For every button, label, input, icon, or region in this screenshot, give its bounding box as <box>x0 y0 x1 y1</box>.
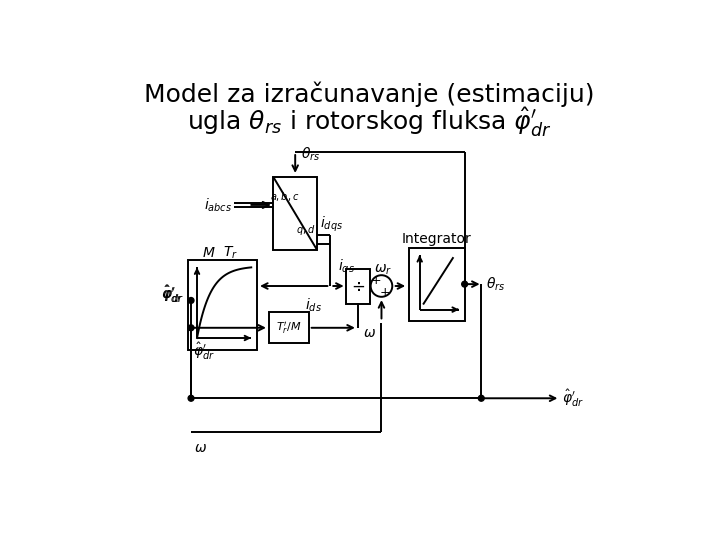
Circle shape <box>188 325 194 330</box>
Bar <box>274 177 317 250</box>
Text: $i_{qs}$: $i_{qs}$ <box>338 258 355 277</box>
Text: $\theta_{rs}$: $\theta_{rs}$ <box>301 145 320 163</box>
Circle shape <box>188 298 194 303</box>
Text: $\hat{\varphi}_{dr}^{\prime}$: $\hat{\varphi}_{dr}^{\prime}$ <box>162 284 184 305</box>
Text: $M$: $M$ <box>202 246 215 260</box>
Text: $T_r^{\prime}/M$: $T_r^{\prime}/M$ <box>276 320 302 336</box>
Text: $\theta_{rs}$: $\theta_{rs}$ <box>486 275 505 293</box>
Text: $\hat{\varphi}_{dr}^{\prime}$: $\hat{\varphi}_{dr}^{\prime}$ <box>161 284 183 305</box>
Bar <box>269 312 309 343</box>
Circle shape <box>462 281 467 287</box>
Text: $\hat{\varphi}_{dr}^{\prime}$: $\hat{\varphi}_{dr}^{\prime}$ <box>562 388 585 409</box>
Circle shape <box>371 275 392 297</box>
Circle shape <box>478 395 484 401</box>
Text: $a,b,c$: $a,b,c$ <box>271 190 300 203</box>
Text: $T_r$: $T_r$ <box>223 245 238 261</box>
Text: $i_{abcs}$: $i_{abcs}$ <box>204 196 232 214</box>
Text: +: + <box>380 286 390 299</box>
Text: ugla $\theta_{rs}$ i rotorskog fluksa $\hat{\varphi}_{dr}^{\prime}$: ugla $\theta_{rs}$ i rotorskog fluksa $\… <box>186 105 552 139</box>
Bar <box>346 268 370 304</box>
Text: $\hat{\varphi}_{dr}^{\prime}$: $\hat{\varphi}_{dr}^{\prime}$ <box>193 340 215 361</box>
Text: $\omega$: $\omega$ <box>194 441 207 455</box>
Text: Model za izračunavanje (estimaciju): Model za izračunavanje (estimaciju) <box>144 81 594 107</box>
Text: Integrator: Integrator <box>402 232 472 246</box>
Text: $q,d$: $q,d$ <box>295 223 315 237</box>
Text: $i_{dqs}$: $i_{dqs}$ <box>320 214 343 234</box>
Bar <box>188 260 257 349</box>
Text: $i_{ds}$: $i_{ds}$ <box>305 297 322 314</box>
Text: $\omega_r$: $\omega_r$ <box>374 262 392 277</box>
Bar <box>408 248 464 321</box>
Text: $\div$: $\div$ <box>351 277 365 295</box>
Circle shape <box>188 395 194 401</box>
Text: $\omega$: $\omega$ <box>364 326 377 340</box>
Text: +: + <box>371 274 382 287</box>
